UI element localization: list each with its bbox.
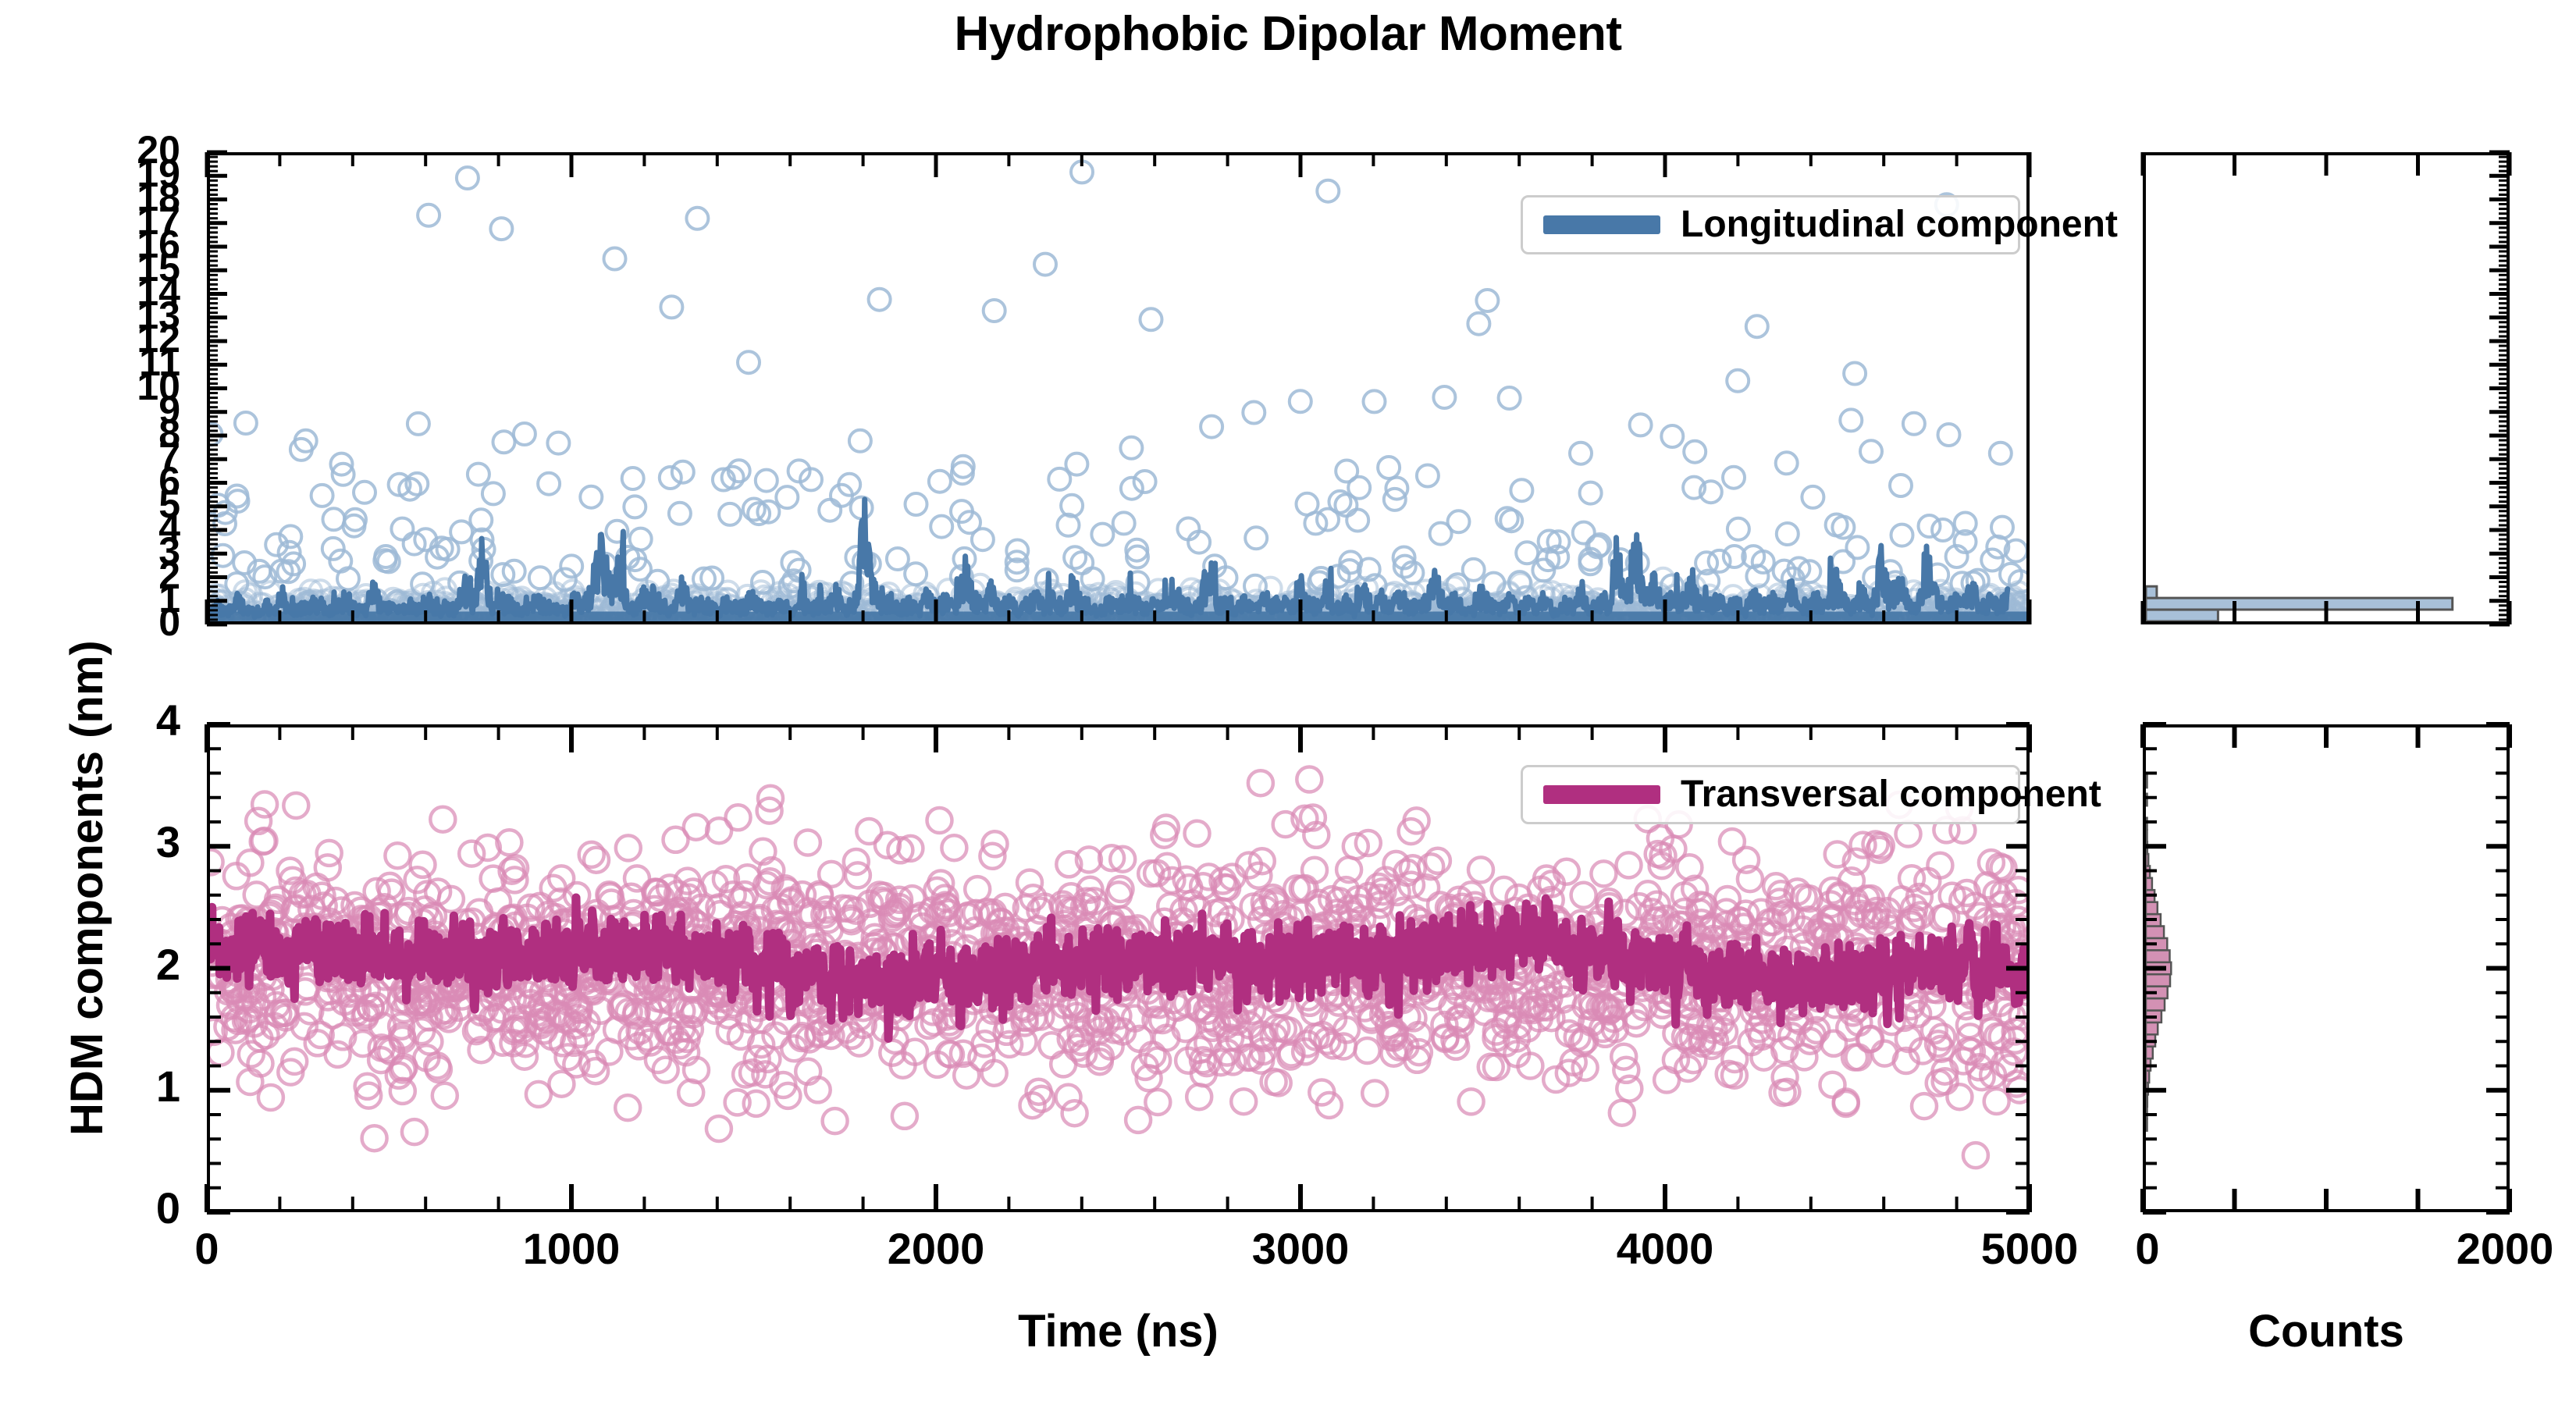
tick-label: 5	[158, 482, 180, 526]
tick-label: 7	[158, 435, 180, 479]
tick-label: 5000	[1980, 1224, 2079, 1273]
legend-label-longitudinal: Longitudinal component	[1681, 204, 2118, 245]
tick-label: 3000	[1251, 1224, 1350, 1273]
tick-label: 12	[137, 317, 180, 361]
tick-label: 20	[137, 128, 180, 172]
tick-label: 13	[137, 293, 180, 337]
legend-swatch-transversal	[1543, 785, 1660, 804]
transversal-plot-canvas	[210, 765, 2026, 1170]
tick-label: 15	[137, 246, 180, 290]
tick-label: 3	[158, 529, 180, 574]
longitudinal-plot-canvas	[210, 159, 2026, 621]
legend-longitudinal[interactable]: Longitudinal component	[1521, 195, 2118, 254]
tick-label: 1	[155, 1061, 180, 1111]
tick-label: 4	[158, 506, 180, 550]
tick-label: 2000	[887, 1224, 985, 1273]
legend-swatch-longitudinal	[1543, 215, 1660, 234]
tick-label: 2	[158, 553, 180, 597]
tick-label: 2000	[2456, 1224, 2554, 1273]
transversal-time-series-panel	[207, 724, 2030, 1212]
tick-label: 11	[139, 340, 180, 385]
tick-label: 0	[155, 1183, 180, 1232]
figure-title: Hydrophobic Dipolar Moment	[954, 7, 1623, 61]
tick-label: 10	[137, 364, 180, 408]
tick-label: 0	[2135, 1224, 2160, 1273]
legend-label-transversal: Transversal component	[1681, 774, 2101, 815]
x-axis-label-time: Time (ns)	[1018, 1306, 1219, 1357]
longitudinal-histogram-canvas	[2146, 585, 2454, 621]
y-axis-label: HDM components (nm)	[62, 640, 112, 1136]
legend-transversal[interactable]: Transversal component	[1521, 765, 2101, 824]
tick-label: 0	[194, 1224, 219, 1273]
tick-label: 4	[155, 695, 180, 745]
longitudinal-histogram-panel	[2143, 152, 2510, 624]
tick-label: 0	[158, 600, 180, 644]
x-axis-label-counts: Counts	[2248, 1306, 2404, 1357]
tick-label: 16	[137, 222, 180, 266]
tick-label: 1	[158, 576, 180, 621]
tick-label: 4000	[1616, 1224, 1714, 1273]
tick-label: 19	[137, 151, 180, 196]
tick-label: 14	[137, 269, 180, 314]
transversal-histogram-canvas	[2146, 774, 2172, 1132]
tick-label: 9	[158, 387, 180, 432]
tick-label: 18	[137, 175, 180, 219]
tick-label: 1000	[522, 1224, 621, 1273]
tick-label: 17	[137, 198, 180, 243]
tick-label: 2	[155, 939, 180, 989]
tick-label: 6	[158, 458, 180, 503]
transversal-histogram-panel	[2143, 724, 2510, 1212]
tick-label: 8	[158, 411, 180, 455]
tick-label: 3	[155, 817, 180, 867]
